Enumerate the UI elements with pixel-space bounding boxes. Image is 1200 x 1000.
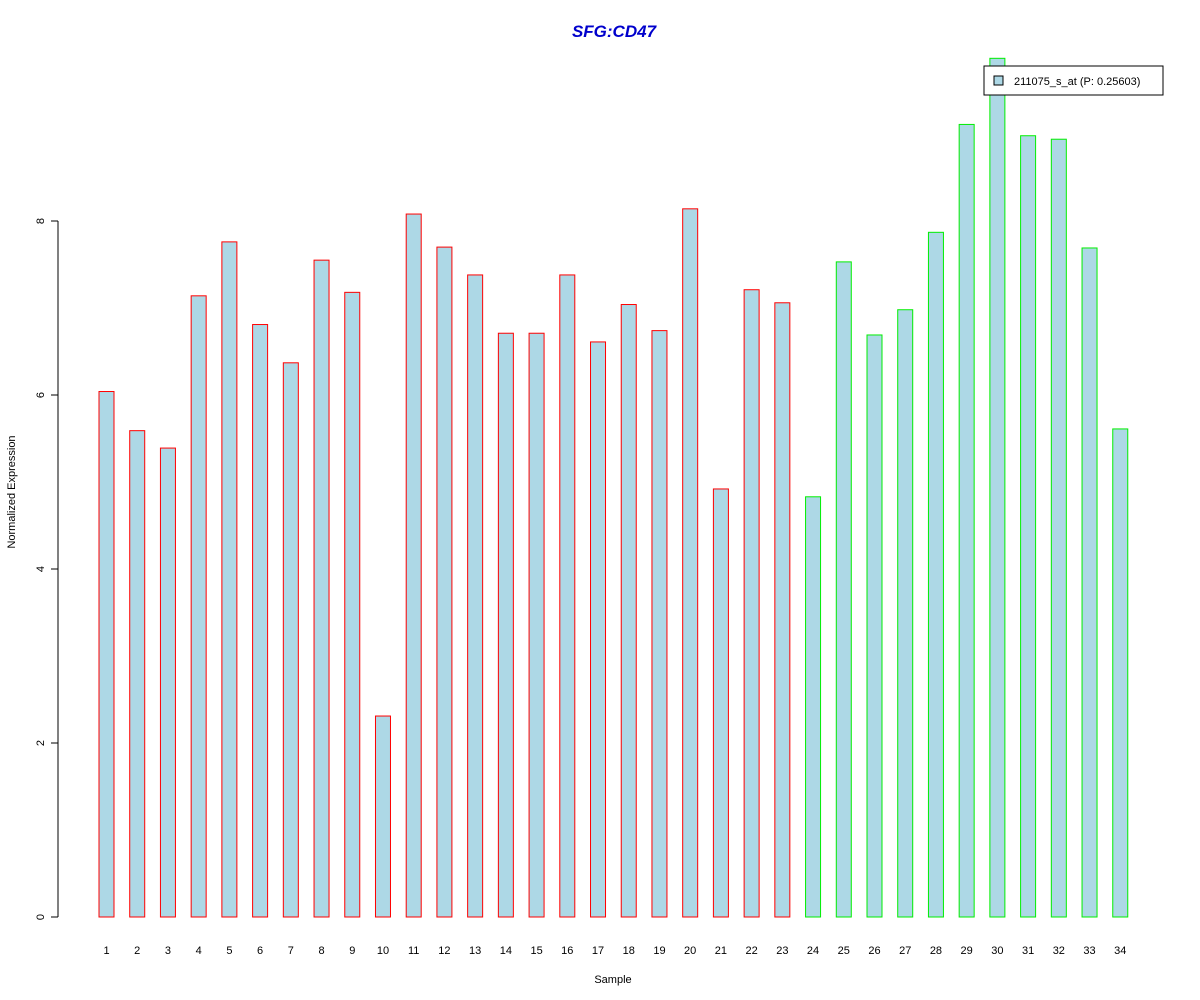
x-tick-label: 18	[623, 945, 635, 957]
bar-sample-1	[98, 391, 115, 918]
bar-sample-16	[559, 274, 576, 918]
bar-sample-26	[866, 334, 883, 918]
x-tick-label: 34	[1114, 945, 1126, 957]
legend-swatch	[993, 75, 1004, 86]
bar-sample-17	[590, 341, 607, 918]
x-tick-label: 32	[1053, 945, 1065, 957]
bars	[98, 57, 1129, 918]
x-tick-label: 30	[991, 945, 1003, 957]
x-tick-label: 3	[165, 945, 171, 957]
x-tick-label: 16	[561, 945, 573, 957]
bar-sample-29	[958, 123, 975, 918]
x-tick-label: 33	[1083, 945, 1095, 957]
bar-sample-28	[927, 231, 944, 918]
bar-sample-9	[344, 291, 361, 918]
x-tick-label: 28	[930, 945, 942, 957]
x-tick-label: 8	[318, 945, 324, 957]
y-axis: 0 2 4 6 8	[35, 218, 59, 920]
x-tick-label: 23	[776, 945, 788, 957]
bar-sample-30	[989, 57, 1006, 918]
y-tick-label: 4	[35, 566, 47, 572]
chart-title: SFG:CD47	[572, 22, 658, 41]
x-axis: 1 2 3 4 5 6 7 8 9 10 11 12 13 14 15 16 17 18 19 20 21 22 23 24 2…	[103, 945, 1126, 957]
y-tick-label: 0	[35, 914, 47, 920]
y-tick-label: 8	[35, 218, 47, 224]
y-tick-label: 6	[35, 392, 47, 398]
bar-sample-22	[743, 289, 760, 918]
bar-sample-27	[897, 309, 914, 918]
legend-label: 211075_s_at (P: 0.25603)	[1014, 76, 1140, 88]
x-tick-label: 10	[377, 945, 389, 957]
x-tick-label: 17	[592, 945, 604, 957]
x-tick-label: 29	[961, 945, 973, 957]
bar-sample-3	[159, 447, 176, 918]
x-tick-label: 27	[899, 945, 911, 957]
bar-sample-4	[190, 295, 207, 918]
x-tick-label: 4	[196, 945, 202, 957]
bar-sample-24	[805, 496, 822, 918]
x-tick-label: 11	[408, 945, 419, 957]
bar-sample-5	[221, 241, 238, 918]
bar-sample-20	[682, 208, 699, 918]
x-tick-label: 13	[469, 945, 481, 957]
bar-sample-34	[1112, 428, 1129, 918]
y-tick-label: 2	[35, 740, 47, 746]
x-tick-label: 5	[226, 945, 232, 957]
bar-sample-12	[436, 246, 453, 918]
x-axis-label: Sample	[594, 974, 631, 986]
bar-sample-8	[313, 259, 330, 918]
x-tick-label: 6	[257, 945, 263, 957]
bar-sample-2	[129, 430, 146, 918]
x-tick-label: 20	[684, 945, 696, 957]
bar-sample-14	[497, 332, 514, 918]
bar-sample-15	[528, 332, 545, 918]
x-tick-label: 31	[1022, 945, 1034, 957]
x-tick-label: 24	[807, 945, 819, 957]
bar-sample-11	[405, 213, 422, 918]
x-tick-label: 1	[103, 945, 109, 957]
bar-sample-10	[374, 715, 391, 918]
x-tick-label: 25	[838, 945, 850, 957]
x-tick-label: 15	[530, 945, 542, 957]
bar-sample-32	[1050, 138, 1067, 918]
bar-sample-6	[252, 324, 269, 918]
bar-sample-18	[620, 304, 637, 918]
bar-sample-13	[467, 274, 484, 918]
x-tick-label: 9	[349, 945, 355, 957]
bar-sample-7	[282, 362, 299, 918]
bar-sample-23	[774, 302, 791, 918]
x-tick-label: 22	[745, 945, 757, 957]
bar-sample-31	[1020, 135, 1037, 918]
bar-sample-21	[712, 488, 729, 918]
x-tick-label: 26	[868, 945, 880, 957]
bar-sample-19	[651, 330, 668, 918]
x-tick-label: 2	[134, 945, 140, 957]
legend: 211075_s_at (P: 0.25603)	[983, 65, 1164, 96]
bar-sample-25	[835, 261, 852, 918]
x-tick-label: 7	[288, 945, 294, 957]
y-axis-label: Normalized Expression	[6, 435, 18, 548]
legend-box	[983, 65, 1164, 96]
x-tick-label: 19	[653, 945, 665, 957]
x-tick-label: 12	[438, 945, 450, 957]
x-tick-label: 14	[500, 945, 512, 957]
bar-sample-33	[1081, 247, 1098, 918]
x-tick-label: 21	[715, 945, 727, 957]
